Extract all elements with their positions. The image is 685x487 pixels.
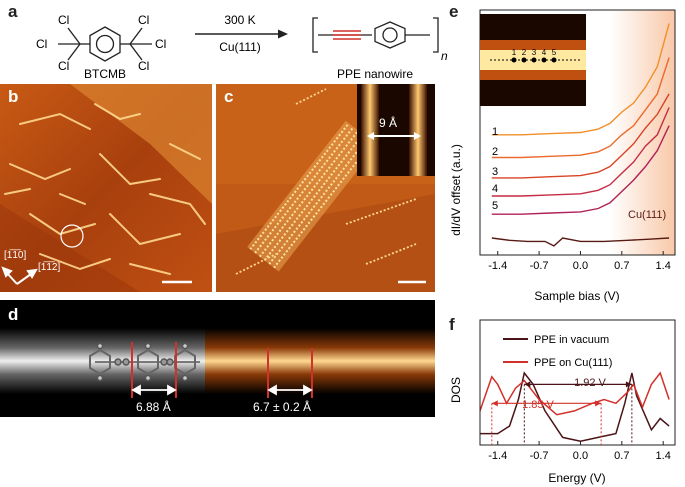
stm-image-b: b [1̅1̅0] [1̅1̅2] bbox=[0, 84, 212, 292]
reaction-arrow-head bbox=[278, 29, 288, 39]
condition-temperature: 300 K bbox=[224, 13, 255, 27]
svg-text:2: 2 bbox=[522, 48, 527, 57]
gap-label-vacuum: 1.92 V bbox=[574, 377, 606, 389]
series-line-3 bbox=[491, 93, 670, 179]
curve-label: 3 bbox=[492, 166, 498, 178]
x-tick-label: 1.4 bbox=[656, 260, 671, 272]
y-axis-label: dI/dV offset (a.u.) bbox=[449, 144, 463, 236]
benzene-ring bbox=[58, 26, 152, 62]
distance-model: 6.88 Å bbox=[136, 400, 171, 414]
panel-e-label: e bbox=[449, 2, 459, 21]
x-tick-label: -0.7 bbox=[530, 260, 549, 272]
distance-arrows bbox=[131, 384, 313, 396]
chlorine-atom: Cl bbox=[58, 13, 69, 27]
x-tick-label: 0.0 bbox=[573, 260, 588, 272]
direction-arrows bbox=[1, 266, 38, 285]
svg-text:5: 5 bbox=[552, 48, 557, 57]
panel-c-label: c bbox=[224, 87, 234, 106]
svg-text:4: 4 bbox=[542, 48, 547, 57]
curve-label: 4 bbox=[492, 183, 498, 195]
gap-arrow-head bbox=[625, 381, 632, 388]
triple-bond bbox=[333, 30, 361, 40]
x-axis-label: Sample bias (V) bbox=[534, 289, 619, 303]
x-tick-label: -1.4 bbox=[488, 260, 507, 272]
nanowire-island bbox=[247, 120, 378, 272]
distance-experiment: 6.7 ± 0.2 Å bbox=[253, 400, 311, 414]
legend: PPE in vacuum PPE on Cu(111) bbox=[503, 334, 612, 369]
x-tick-label: 0.7 bbox=[614, 260, 629, 272]
reaction-scheme: Cl Cl Cl Cl Cl Cl BTCMB 300 K Cu(111) n … bbox=[36, 13, 448, 81]
curve-label: 2 bbox=[492, 146, 498, 158]
inset-distance: 9 Å bbox=[379, 116, 398, 130]
dos-chart: -1.4 -0.7 0.0 0.7 1.4 PPE in vacuum PPE on C… bbox=[449, 319, 676, 485]
x-tick-label: -0.7 bbox=[530, 450, 549, 462]
molecular-model bbox=[89, 342, 200, 382]
chart-f-frame bbox=[479, 319, 676, 446]
x-tick-label: 1.4 bbox=[656, 450, 671, 462]
gap-arrow-head bbox=[524, 381, 531, 388]
svg-text:PPE on Cu(111): PPE on Cu(111) bbox=[534, 357, 612, 369]
product-name: PPE nanowire bbox=[337, 67, 413, 81]
series-line-4 bbox=[491, 107, 670, 197]
gap-arrow-head bbox=[595, 400, 602, 407]
chlorine-atom: Cl bbox=[138, 59, 149, 73]
series-line-2 bbox=[479, 371, 670, 416]
direction-label-110: [1̅1̅0] bbox=[4, 250, 27, 261]
x-tick-label: 0.7 bbox=[614, 450, 629, 462]
svg-text:1: 1 bbox=[512, 48, 517, 57]
stm-image-c: c 9 Å bbox=[216, 84, 435, 292]
gap-label-cu: 1.85 V bbox=[522, 399, 554, 411]
product-structure bbox=[312, 17, 439, 53]
curve-label: 5 bbox=[492, 200, 498, 212]
chlorine-atom: Cl bbox=[36, 37, 47, 51]
condition-substrate: Cu(111) bbox=[219, 40, 261, 54]
chlorine-atom: Cl bbox=[138, 13, 149, 27]
substrate-label: Cu(111) bbox=[628, 209, 666, 221]
repeat-subscript: n bbox=[441, 49, 448, 63]
panel-d-label: d bbox=[8, 305, 19, 324]
x-tick-label: -1.4 bbox=[488, 450, 507, 462]
series-line-2 bbox=[491, 57, 670, 159]
reactant-name: BTCMB bbox=[84, 67, 126, 81]
series-line-5 bbox=[491, 125, 670, 215]
x-axis-label: Energy (V) bbox=[548, 471, 605, 485]
gap-arrow-head bbox=[491, 400, 498, 407]
panel-a-label: a bbox=[8, 2, 18, 21]
curve-label: 1 bbox=[492, 126, 498, 138]
y-axis-label: DOS bbox=[449, 377, 463, 403]
highlight-circle bbox=[60, 224, 84, 248]
direction-label-112: [1̅1̅2] bbox=[38, 262, 61, 273]
stm-image-d: d 6.88 Å 6.7 ± 0.2 Å bbox=[0, 300, 435, 417]
series-line-6 bbox=[491, 237, 670, 247]
panel-f-label: f bbox=[449, 315, 455, 334]
chart-e-frame bbox=[479, 9, 676, 256]
chlorine-atom: Cl bbox=[155, 37, 166, 51]
panel-b-label: b bbox=[8, 87, 19, 106]
x-tick-label: 0.0 bbox=[573, 450, 588, 462]
svg-text:3: 3 bbox=[532, 48, 537, 57]
series-line-1 bbox=[491, 23, 670, 136]
inset-e: 1 2 3 4 5 bbox=[480, 14, 586, 106]
chlorine-atom: Cl bbox=[58, 59, 69, 73]
sts-chart: -1.4 -0.7 0.0 0.7 1.4 1 2 3 4 5 1 2 3 4 5 Cu… bbox=[449, 9, 676, 303]
svg-text:PPE in vacuum: PPE in vacuum bbox=[534, 334, 609, 346]
inset-c: 9 Å bbox=[357, 84, 435, 176]
